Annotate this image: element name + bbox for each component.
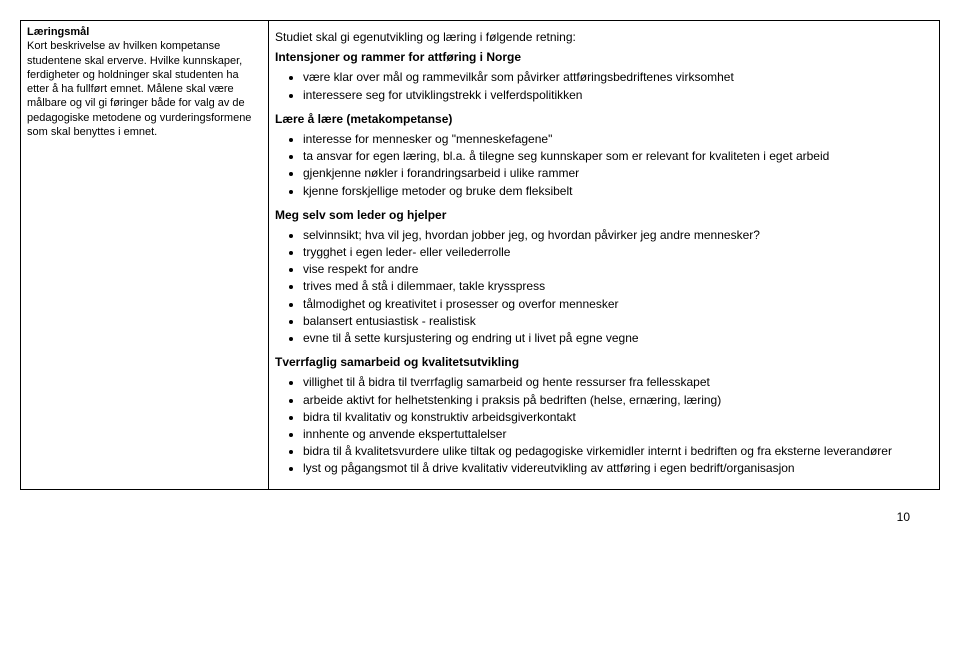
heading-2: Lære å lære (metakompetanse) [275,111,933,127]
list-item: gjenkjenne nøkler i forandringsarbeid i … [303,165,933,181]
list-3: selvinnsikt; hva vil jeg, hvordan jobber… [275,227,933,346]
list-item: være klar over mål og rammevilkår som på… [303,69,933,85]
list-item: tålmodighet og kreativitet i prosesser o… [303,296,933,312]
list-item: villighet til å bidra til tverrfaglig sa… [303,374,933,390]
list-4: villighet til å bidra til tverrfaglig sa… [275,374,933,476]
list-item: trygghet i egen leder- eller veilederrol… [303,244,933,260]
list-item: bidra til å kvalitetsvurdere ulike tilta… [303,443,933,459]
left-description: Kort beskrivelse av hvilken kompetanse s… [27,40,251,138]
left-heading: Læringsmål [27,26,89,38]
heading-1: Intensjoner og rammer for attføring i No… [275,49,933,65]
heading-4: Tverrfaglig samarbeid og kvalitetsutvikl… [275,354,933,370]
list-1: være klar over mål og rammevilkår som på… [275,69,933,102]
intro-text: Studiet skal gi egenutvikling og læring … [275,29,933,45]
list-item: lyst og pågangsmot til å drive kvalitati… [303,460,933,476]
list-item: interessere seg for utviklingstrekk i ve… [303,87,933,103]
list-item: selvinnsikt; hva vil jeg, hvordan jobber… [303,227,933,243]
list-item: innhente og anvende ekspertuttalelser [303,426,933,442]
list-item: bidra til kvalitativ og konstruktiv arbe… [303,409,933,425]
list-item: vise respekt for andre [303,261,933,277]
list-item: kjenne forskjellige metoder og bruke dem… [303,183,933,199]
page-number: 10 [20,510,940,524]
content-table: Læringsmål Kort beskrivelse av hvilken k… [20,20,940,490]
left-cell: Læringsmål Kort beskrivelse av hvilken k… [21,21,269,490]
list-item: trives med å stå i dilemmaer, takle krys… [303,278,933,294]
right-cell: Studiet skal gi egenutvikling og læring … [269,21,940,490]
list-2: interesse for mennesker og "menneskefage… [275,131,933,199]
list-item: interesse for mennesker og "menneskefage… [303,131,933,147]
list-item: balansert entusiastisk - realistisk [303,313,933,329]
list-item: ta ansvar for egen læring, bl.a. å tileg… [303,148,933,164]
heading-3: Meg selv som leder og hjelper [275,207,933,223]
list-item: arbeide aktivt for helhetstenking i prak… [303,392,933,408]
list-item: evne til å sette kursjustering og endrin… [303,330,933,346]
